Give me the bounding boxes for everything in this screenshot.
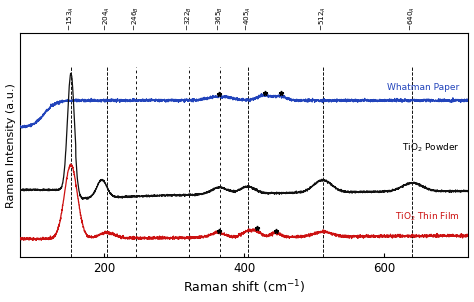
Text: $-$405$_{A}$: $-$405$_{A}$ <box>243 6 253 31</box>
Text: $-$246$_{B}$: $-$246$_{B}$ <box>131 5 141 31</box>
Text: $-$365$_{B}$: $-$365$_{B}$ <box>214 5 225 31</box>
Y-axis label: Raman Intensity (a.u.): Raman Intensity (a.u.) <box>6 83 16 207</box>
Text: $-$640$_{A}$: $-$640$_{A}$ <box>407 6 418 31</box>
Text: $-$322$_{B}$: $-$322$_{B}$ <box>184 5 194 31</box>
Text: $-$153$_{A}$: $-$153$_{A}$ <box>66 6 76 31</box>
Text: $-$204$_{A}$: $-$204$_{A}$ <box>101 6 112 31</box>
Text: Whatman Paper: Whatman Paper <box>387 82 459 92</box>
Text: TiO$_2$ Powder: TiO$_2$ Powder <box>402 141 459 154</box>
Text: $-$512$_{A}$: $-$512$_{A}$ <box>318 6 328 31</box>
X-axis label: Raman shift (cm$^{-1}$): Raman shift (cm$^{-1}$) <box>183 279 305 297</box>
Text: TiO$_2$ Thin Film: TiO$_2$ Thin Film <box>395 210 459 223</box>
